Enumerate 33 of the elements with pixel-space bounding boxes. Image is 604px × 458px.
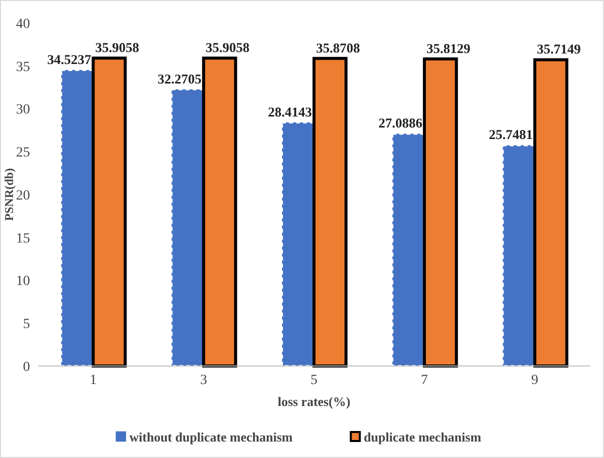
data-label: 35.7149 — [536, 42, 581, 57]
data-label: 28.4143 — [268, 104, 312, 120]
x-tick-label: 3 — [200, 373, 208, 388]
data-label: 35.8129 — [426, 40, 471, 56]
y-axis-title: PSNR(db) — [2, 168, 16, 221]
x-tick-label: 1 — [90, 373, 97, 388]
bar — [92, 56, 127, 368]
legend-label: duplicate mechanism — [364, 430, 482, 445]
data-label: 35.8708 — [316, 40, 360, 56]
legend-label: without duplicate mechanism — [129, 430, 293, 445]
y-tick-label: 25 — [16, 146, 30, 161]
bar — [533, 58, 568, 368]
y-tick-label: 5 — [23, 317, 30, 332]
bar — [422, 57, 458, 368]
x-tick-label: 5 — [310, 373, 318, 388]
data-label: 35.9058 — [206, 40, 250, 56]
y-tick-label: 10 — [16, 274, 30, 290]
x-axis-title: loss rates(%) — [278, 394, 350, 409]
y-tick-label: 0 — [23, 360, 30, 375]
bar — [202, 56, 238, 368]
y-tick-label: 30 — [16, 102, 30, 118]
data-label: 35.9058 — [95, 40, 140, 56]
x-tick-label: 9 — [531, 373, 538, 388]
y-tick-label: 40 — [16, 16, 30, 32]
y-tick-label: 15 — [16, 231, 30, 246]
data-label: 27.0886 — [378, 116, 423, 131]
y-tick-label: 35 — [16, 60, 30, 75]
bar — [312, 56, 348, 368]
data-label: 25.7481 — [488, 127, 533, 142]
data-label: 32.2705 — [158, 71, 202, 86]
data-label: 34.5237 — [47, 52, 92, 67]
x-tick-label: 7 — [420, 373, 428, 388]
y-tick-label: 20 — [16, 188, 30, 204]
